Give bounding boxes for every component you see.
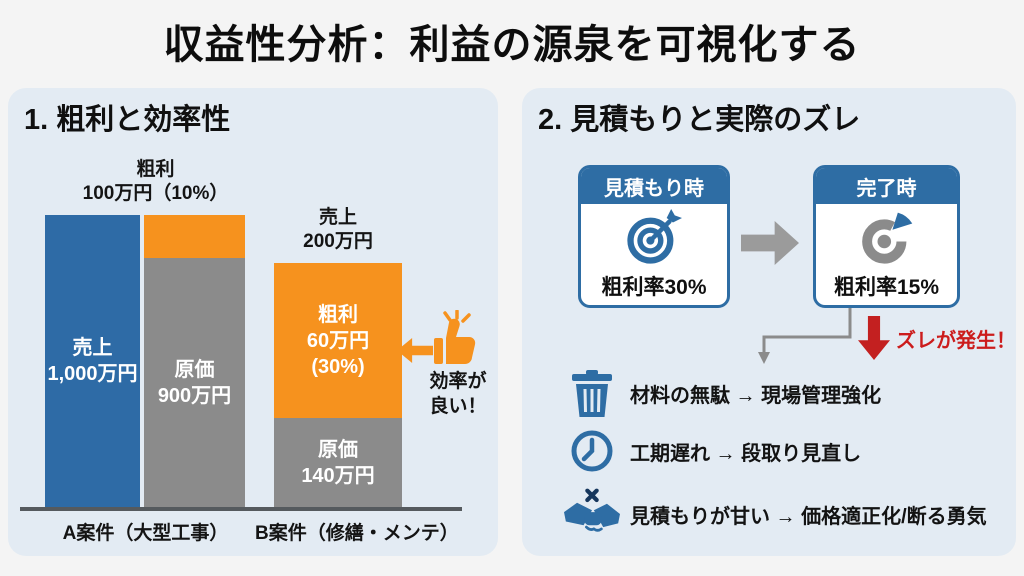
arrow-right-icon [741,221,799,265]
list-item-text: 工期遅れ → 段取り見直し [630,442,862,465]
right-panel-heading: 2. 見積もりと実際のズレ [538,104,861,136]
axis-label-project-b: B案件（修繕・メンテ） [255,523,459,544]
bar-a-sales-line1: 売上 [72,337,113,359]
left-panel-heading: 1. 粗利と効率性 [24,104,231,136]
gross-profit-callout: 粗利 100万円（10%） [38,158,273,206]
bar-b-cost-segment: 原価 140万円 [274,418,402,507]
target-icon [625,208,683,270]
card-actual: 完了時 粗利率15% [813,165,960,308]
bar-a-cost-label: 原価 900万円 [158,357,231,409]
card-estimate-body: 粗利率30% [581,204,727,305]
panel-gross-profit: 1. 粗利と効率性 粗利 100万円（10%） 売上 1,000万円 原価 90… [8,88,498,556]
bar-b-gross-label: 粗利 60万円 (30%) [307,302,369,380]
efficiency-note-line2: 良い！ [429,395,487,417]
bar-b-sales-line2: 200万円 [303,230,373,252]
handshake-x-icon [564,486,620,542]
bar-b-cost-label: 原価 140万円 [301,437,374,489]
card-estimate-header: 見積もり時 [581,168,727,204]
bar-a-gross-segment [144,215,245,258]
bar-b-gross-line2: 60万円 [306,329,370,352]
panel-estimate-gap: 2. 見積もりと実際のズレ 見積もり時 粗利率30% 完了時 [522,88,1016,556]
card-actual-header: 完了時 [816,168,957,204]
bar-b-gross-segment: 粗利 60万円 (30%) [274,263,402,418]
efficiency-note: 効率が 良い！ [422,370,494,419]
list-item: 工期遅れ → 段取り見直し [564,428,861,474]
efficiency-note-line1: 効率が [429,371,487,392]
bar-a-sales: 売上 1,000万円 [45,215,140,507]
bar-a-cost-line1: 原価 [174,358,215,381]
bar-a-sales-line2: 1,000万円 [47,363,138,385]
gross-profit-callout-line2: 100万円（10%） [82,182,229,204]
bar-b-sales-line1: 売上 [318,207,357,228]
arrow-left-icon [397,338,433,363]
bar-a-sales-label: 売上 1,000万円 [47,335,137,387]
gross-profit-callout-line1: 粗利 [136,159,175,180]
bar-b-gross-line1: 粗利 [318,303,358,326]
bar-b-stack: 粗利 60万円 (30%) 原価 140万円 [274,263,402,507]
clock-icon [564,430,620,472]
x-axis-line [20,507,462,511]
trash-icon [564,369,620,417]
connector-line [758,308,852,364]
bar-a-cost-line2: 900万円 [157,384,232,407]
list-item: 見積もりが甘い → 価格適正化/断る勇気 [564,486,987,542]
bar-b-cost-line2: 140万円 [301,464,375,487]
card-estimate: 見積もり時 粗利率30% [578,165,730,308]
donut-chart-icon [858,209,916,270]
bar-a-cost-segment: 原価 900万円 [144,258,245,507]
list-item-text: 材料の無駄 → 現場管理強化 [630,384,882,407]
bar-b-sales-callout: 売上 200万円 [274,206,402,254]
card-actual-value: 粗利率15% [833,275,940,299]
page-title: 収益性分析：利益の源泉を可視化する [163,23,861,67]
bar-b-gross-line3: (30%) [311,355,365,378]
bar-a-cost-stack: 原価 900万円 [144,215,245,507]
axis-label-project-a: A案件（大型工事） [62,523,229,544]
card-estimate-value: 粗利率30% [601,275,707,299]
gap-note: ズレが発生！ [896,330,1016,352]
bar-b-cost-line1: 原価 [318,438,358,461]
card-actual-body: 粗利率15% [816,204,957,305]
list-item-text: 見積もりが甘い → 価格適正化/断る勇気 [630,505,987,528]
thumbs-up-icon [432,309,484,368]
list-item: 材料の無駄 → 現場管理強化 [564,368,881,418]
